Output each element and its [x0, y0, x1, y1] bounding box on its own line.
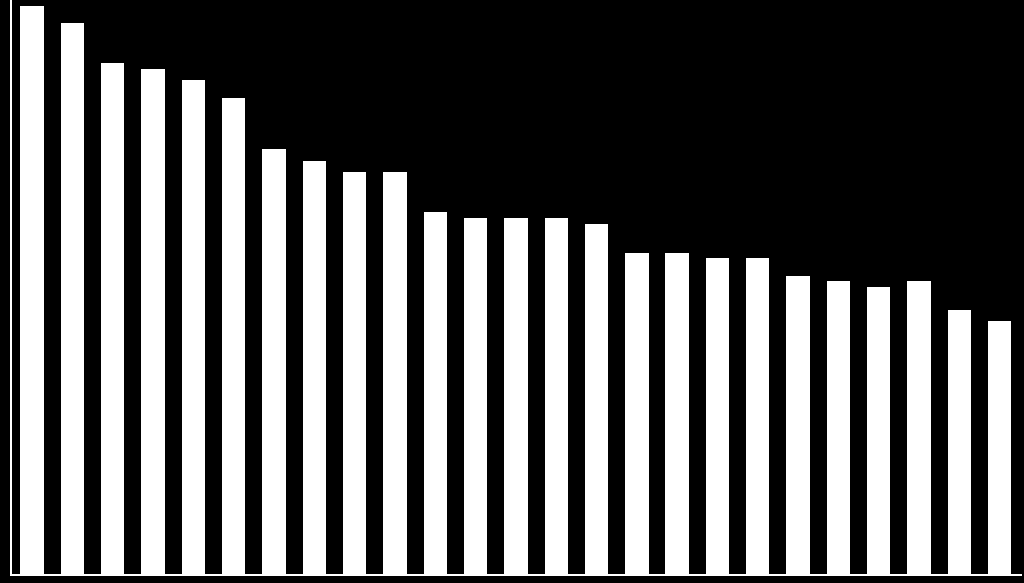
bar-slot: [496, 0, 536, 574]
bar-slot: [93, 0, 133, 574]
bar-slot: [133, 0, 173, 574]
bar: [101, 63, 124, 574]
bar: [706, 258, 729, 574]
bar: [746, 258, 769, 574]
bar-slot: [939, 0, 979, 574]
bar: [625, 253, 648, 574]
bar-slot: [657, 0, 697, 574]
bar-slot: [536, 0, 576, 574]
bar-slot: [818, 0, 858, 574]
bar: [20, 6, 43, 574]
bar: [464, 218, 487, 574]
bar-slot: [576, 0, 616, 574]
bar-slot: [980, 0, 1020, 574]
bar-slot: [617, 0, 657, 574]
bar: [988, 321, 1011, 574]
bar-slot: [52, 0, 92, 574]
bar-slot: [375, 0, 415, 574]
bar: [786, 276, 809, 574]
bar: [343, 172, 366, 574]
bar: [948, 310, 971, 574]
bar-slot: [455, 0, 495, 574]
bar: [61, 23, 84, 574]
bar: [383, 172, 406, 574]
bar: [303, 161, 326, 574]
bar-chart: [0, 0, 1024, 583]
bar: [907, 281, 930, 574]
bar-slot: [12, 0, 52, 574]
bar-slot: [899, 0, 939, 574]
bar: [867, 287, 890, 574]
bar-slot: [335, 0, 375, 574]
bar-slot: [214, 0, 254, 574]
bar: [141, 69, 164, 574]
bar: [504, 218, 527, 574]
bar: [182, 80, 205, 574]
bar: [665, 253, 688, 574]
bar-slot: [697, 0, 737, 574]
bar-slot: [294, 0, 334, 574]
bar-slot: [738, 0, 778, 574]
bar: [827, 281, 850, 574]
bar-slot: [173, 0, 213, 574]
bar-slot: [778, 0, 818, 574]
bar-slot: [254, 0, 294, 574]
x-axis-line: [10, 574, 1022, 576]
bars-group: [12, 0, 1020, 574]
bar: [585, 224, 608, 574]
bar-slot: [415, 0, 455, 574]
bar: [424, 212, 447, 574]
bar: [262, 149, 285, 574]
bar: [545, 218, 568, 574]
bar-slot: [859, 0, 899, 574]
bar: [222, 98, 245, 574]
